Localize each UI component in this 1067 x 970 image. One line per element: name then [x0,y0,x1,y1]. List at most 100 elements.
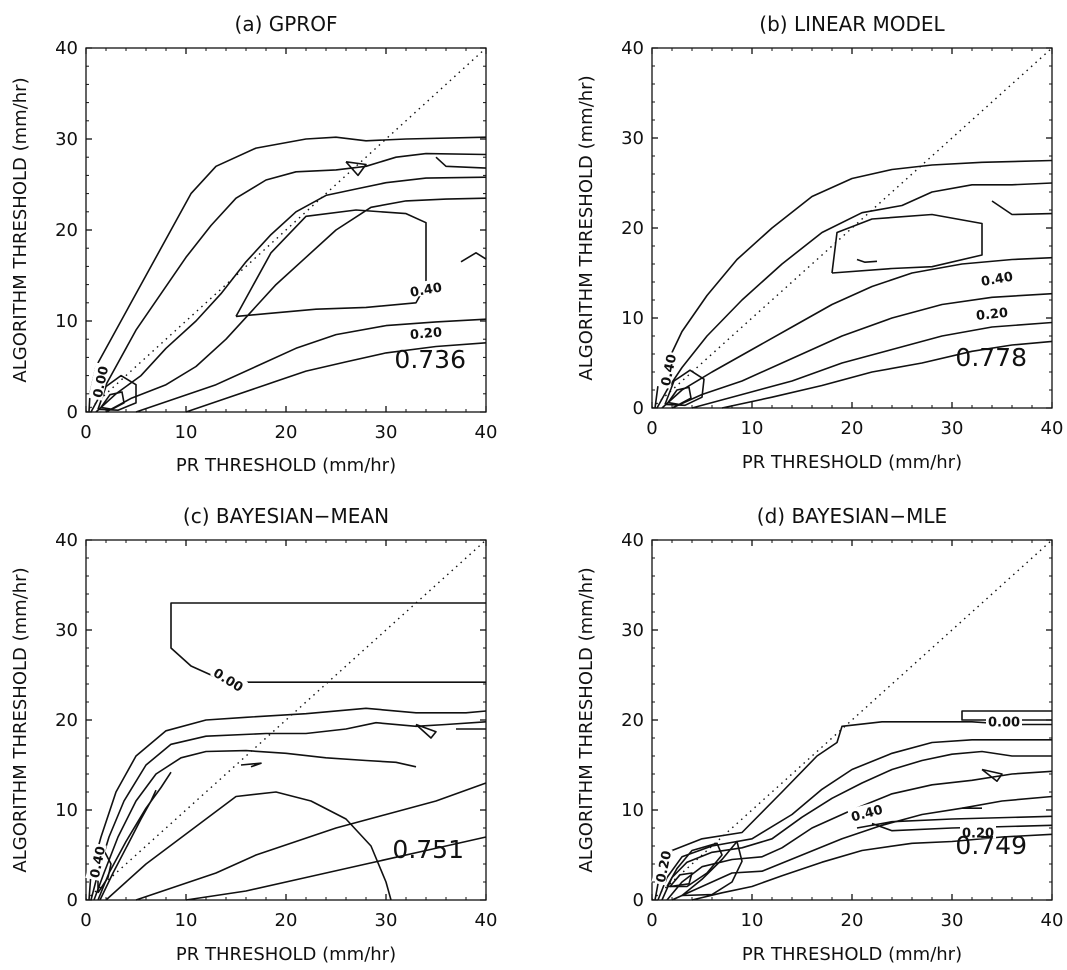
contour-label: 0.40 [977,267,1016,290]
contour-line [856,258,878,263]
x-tick-label: 10 [741,418,764,439]
axes: 0 10 20 30 40 0 10 20 30 40 [621,38,1063,439]
panel-c-plot-area: 0.00 0.40 [85,539,487,901]
panel-a-title: (a) GPROF [235,12,338,36]
x-tick-label: 40 [1041,418,1064,439]
contour-line [667,386,692,406]
y-tick-label: 30 [621,128,644,149]
contour-line [235,209,427,318]
contour-line [656,182,1053,409]
x-tick-label: 0 [646,910,657,931]
y-tick-label: 10 [55,311,78,332]
y-tick-label: 20 [55,220,78,241]
contour-label-text: 0.20 [975,306,1008,324]
contour-line [88,136,487,413]
y-tick-label: 40 [621,38,644,59]
contour-line [185,342,487,413]
contour-line [669,872,693,888]
contour-label-backdrop [651,847,673,886]
panel-b-x-axis-label: PR THRESHOLD (mm/hr) [742,452,962,473]
contour-label-backdrop [977,267,1016,288]
x-tick-label: 20 [275,910,298,931]
contour-line [135,782,487,901]
panel-b-score: 0.778 [955,343,1027,372]
contour-label-backdrop [973,303,1011,322]
x-tick-label: 0 [80,422,91,443]
contour-line [88,707,487,901]
contour-label-backdrop [85,842,107,881]
x-tick-label: 10 [175,422,198,443]
panel-b-title: (b) LINEAR MODEL [759,12,945,36]
contour-line [95,176,487,413]
contour-line [97,374,137,411]
contour-label-backdrop [960,824,996,839]
contour-label: 0.00 [88,362,112,401]
y-tick-label: 0 [633,890,644,911]
contour-label-text: 0.40 [88,845,109,879]
contour-line [991,200,1053,216]
panel-d-y-axis-label: ALGORITHM THRESHOLD (mm/hr) [576,567,597,872]
contour-label-text: 0.40 [850,803,885,826]
panel-b-y-axis-label: ALGORITHM THRESHOLD (mm/hr) [576,75,597,380]
y-tick-label: 40 [621,530,644,551]
contour-label: 0.40 [656,350,680,389]
panel-c-title: (c) BAYESIAN−MEAN [183,504,389,528]
x-tick-label: 10 [741,910,764,931]
contour-line [435,156,487,169]
y-tick-label: 20 [621,218,644,239]
contour-label-backdrop [210,663,249,695]
panel-b-plot-area: 0.40 0.20 0.40 [651,47,1053,409]
x-tick-label: 20 [841,910,864,931]
x-tick-label: 0 [646,418,657,439]
contour-line [240,762,262,768]
contour-line [871,822,1053,832]
contour-line [981,768,1003,782]
contour-label-text: 0.40 [980,270,1014,290]
x-tick-label: 40 [475,422,498,443]
contour-label-text: 0.40 [409,280,443,300]
y-tick-label: 10 [55,800,78,821]
contour-line [666,770,1053,901]
contour-label: 0.40 [406,278,445,301]
one-to-one-diagonal-line [85,47,487,413]
contour-line [105,791,392,901]
contour-label-backdrop [407,323,445,341]
y-tick-label: 20 [55,710,78,731]
contour-line [691,833,1053,901]
axes: 0 10 20 30 40 0 10 20 30 40 [55,530,497,931]
contour-line [666,842,723,888]
contour-label-backdrop [406,278,445,299]
y-tick-label: 30 [621,620,644,641]
x-tick-label: 40 [475,910,498,931]
contour-label-backdrop [656,350,678,389]
panel-a-x-axis-label: PR THRESHOLD (mm/hr) [176,455,396,476]
contour-line [345,161,367,177]
axes: 0 10 20 30 40 0 10 20 30 40 [621,530,1063,931]
panel-d: (d) BAYESIAN−MLE 0.00 0.40 0.20 0.20 PR THR… [576,504,1063,965]
contour-label-text: 0.20 [654,850,675,884]
contour-label-text: 0.20 [962,826,994,841]
contour-line [654,721,1052,901]
x-tick-label: 40 [1041,910,1064,931]
contour-line [721,340,1053,409]
panel-d-x-axis-label: PR THRESHOLD (mm/hr) [742,944,962,965]
contour-label-backdrop [986,713,1022,728]
panel-c-x-axis-label: PR THRESHOLD (mm/hr) [176,944,396,965]
contour-line [90,152,487,413]
x-tick-label: 30 [941,418,964,439]
panel-c: (c) BAYESIAN−MEAN 0.00 0.40 PR THRESHOLD … [10,504,497,965]
contour-line [105,197,487,413]
contour-label: 0.20 [960,824,996,841]
contour-label-backdrop [88,362,110,401]
x-tick-label: 0 [80,910,91,931]
panel-a-plot-area: 0.40 0.20 0.00 [85,47,487,413]
contour-label: 0.00 [210,663,249,696]
contour-label: 0.20 [651,847,675,886]
contour-line [135,318,487,413]
contour-label: 0.40 [85,842,109,881]
contour-line [657,739,1052,901]
y-tick-label: 10 [621,308,644,329]
y-tick-label: 30 [55,129,78,150]
y-tick-label: 40 [55,530,78,551]
y-tick-label: 0 [67,890,78,911]
